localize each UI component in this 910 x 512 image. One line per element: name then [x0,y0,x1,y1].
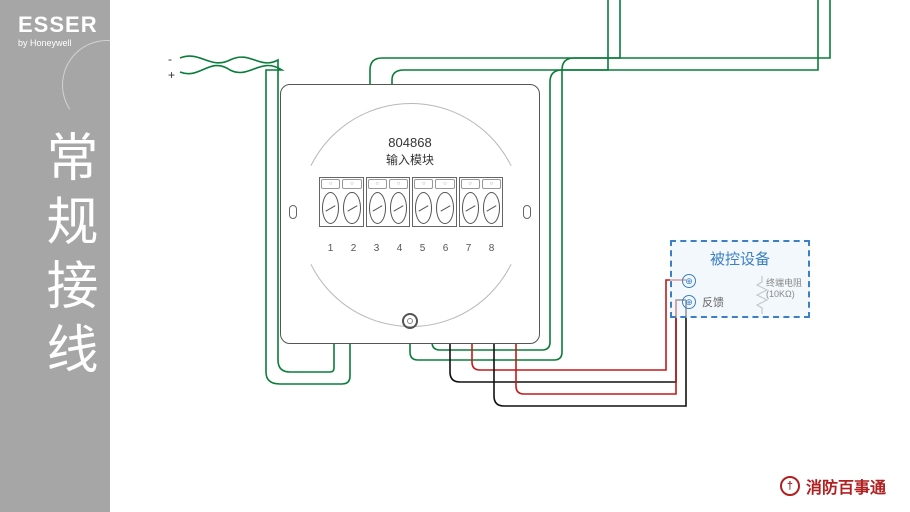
brand-main: ESSER [18,12,98,38]
resistor-label: 终端电阻 (10KΩ) [766,278,802,300]
device-port-row-2: ⊕ 反馈 [682,294,724,310]
mount-hole-left [289,205,297,219]
pin-number: 2 [342,243,365,254]
module-number: 804868 [281,135,539,150]
diagram-canvas: - + 804868 输入模块 ○○○○○○○○ 12345678 被控设备 ⊕… [110,0,910,512]
device-port-icon: ⊕ [682,274,696,288]
footer-text: 消防百事通 [806,474,886,498]
screw-terminal [436,192,453,224]
terminal-pair: ○○ [366,177,411,227]
sidebar: ESSER by Honeywell 常规接线 [0,0,110,512]
mount-hole-right [523,205,531,219]
footer-icon: † [780,476,800,496]
terminal-block: ○○○○○○○○ [319,177,503,227]
pin-number: 8 [480,243,503,254]
feedback-label: 反馈 [702,294,724,310]
module-box: 804868 输入模块 ○○○○○○○○ 12345678 [280,84,540,344]
controlled-device-box: 被控设备 ⊕ ⊕ 反馈 终端电阻 (10KΩ) [670,240,810,318]
screw-terminal [343,192,360,224]
device-port-icon: ⊕ [682,295,696,309]
screw-terminal [322,192,339,224]
pin-number: 1 [319,243,342,254]
device-port-row-1: ⊕ [682,274,696,288]
page-title: 常规接线 [30,130,105,386]
module-label: 输入模块 [281,151,539,168]
polarity-neg: - [168,52,175,68]
pin-number: 5 [411,243,434,254]
screw-terminal [483,192,500,224]
center-hole [402,313,418,329]
brand-sub: by Honeywell [18,38,98,48]
screw-terminal [415,192,432,224]
footer-logo: † 消防百事通 [780,474,886,498]
polarity-labels: - + [168,52,175,83]
pin-number: 3 [365,243,388,254]
screw-terminal [369,192,386,224]
pin-number: 6 [434,243,457,254]
pin-number: 4 [388,243,411,254]
terminal-pair: ○○ [319,177,364,227]
terminal-pair: ○○ [459,177,504,227]
pin-labels: 12345678 [319,243,503,254]
pin-number: 7 [457,243,480,254]
polarity-pos: + [168,68,175,84]
device-title: 被控设备 [672,248,808,269]
brand-logo: ESSER by Honeywell [18,12,98,48]
screw-terminal [462,192,479,224]
screw-terminal [390,192,407,224]
terminal-pair: ○○ [412,177,457,227]
